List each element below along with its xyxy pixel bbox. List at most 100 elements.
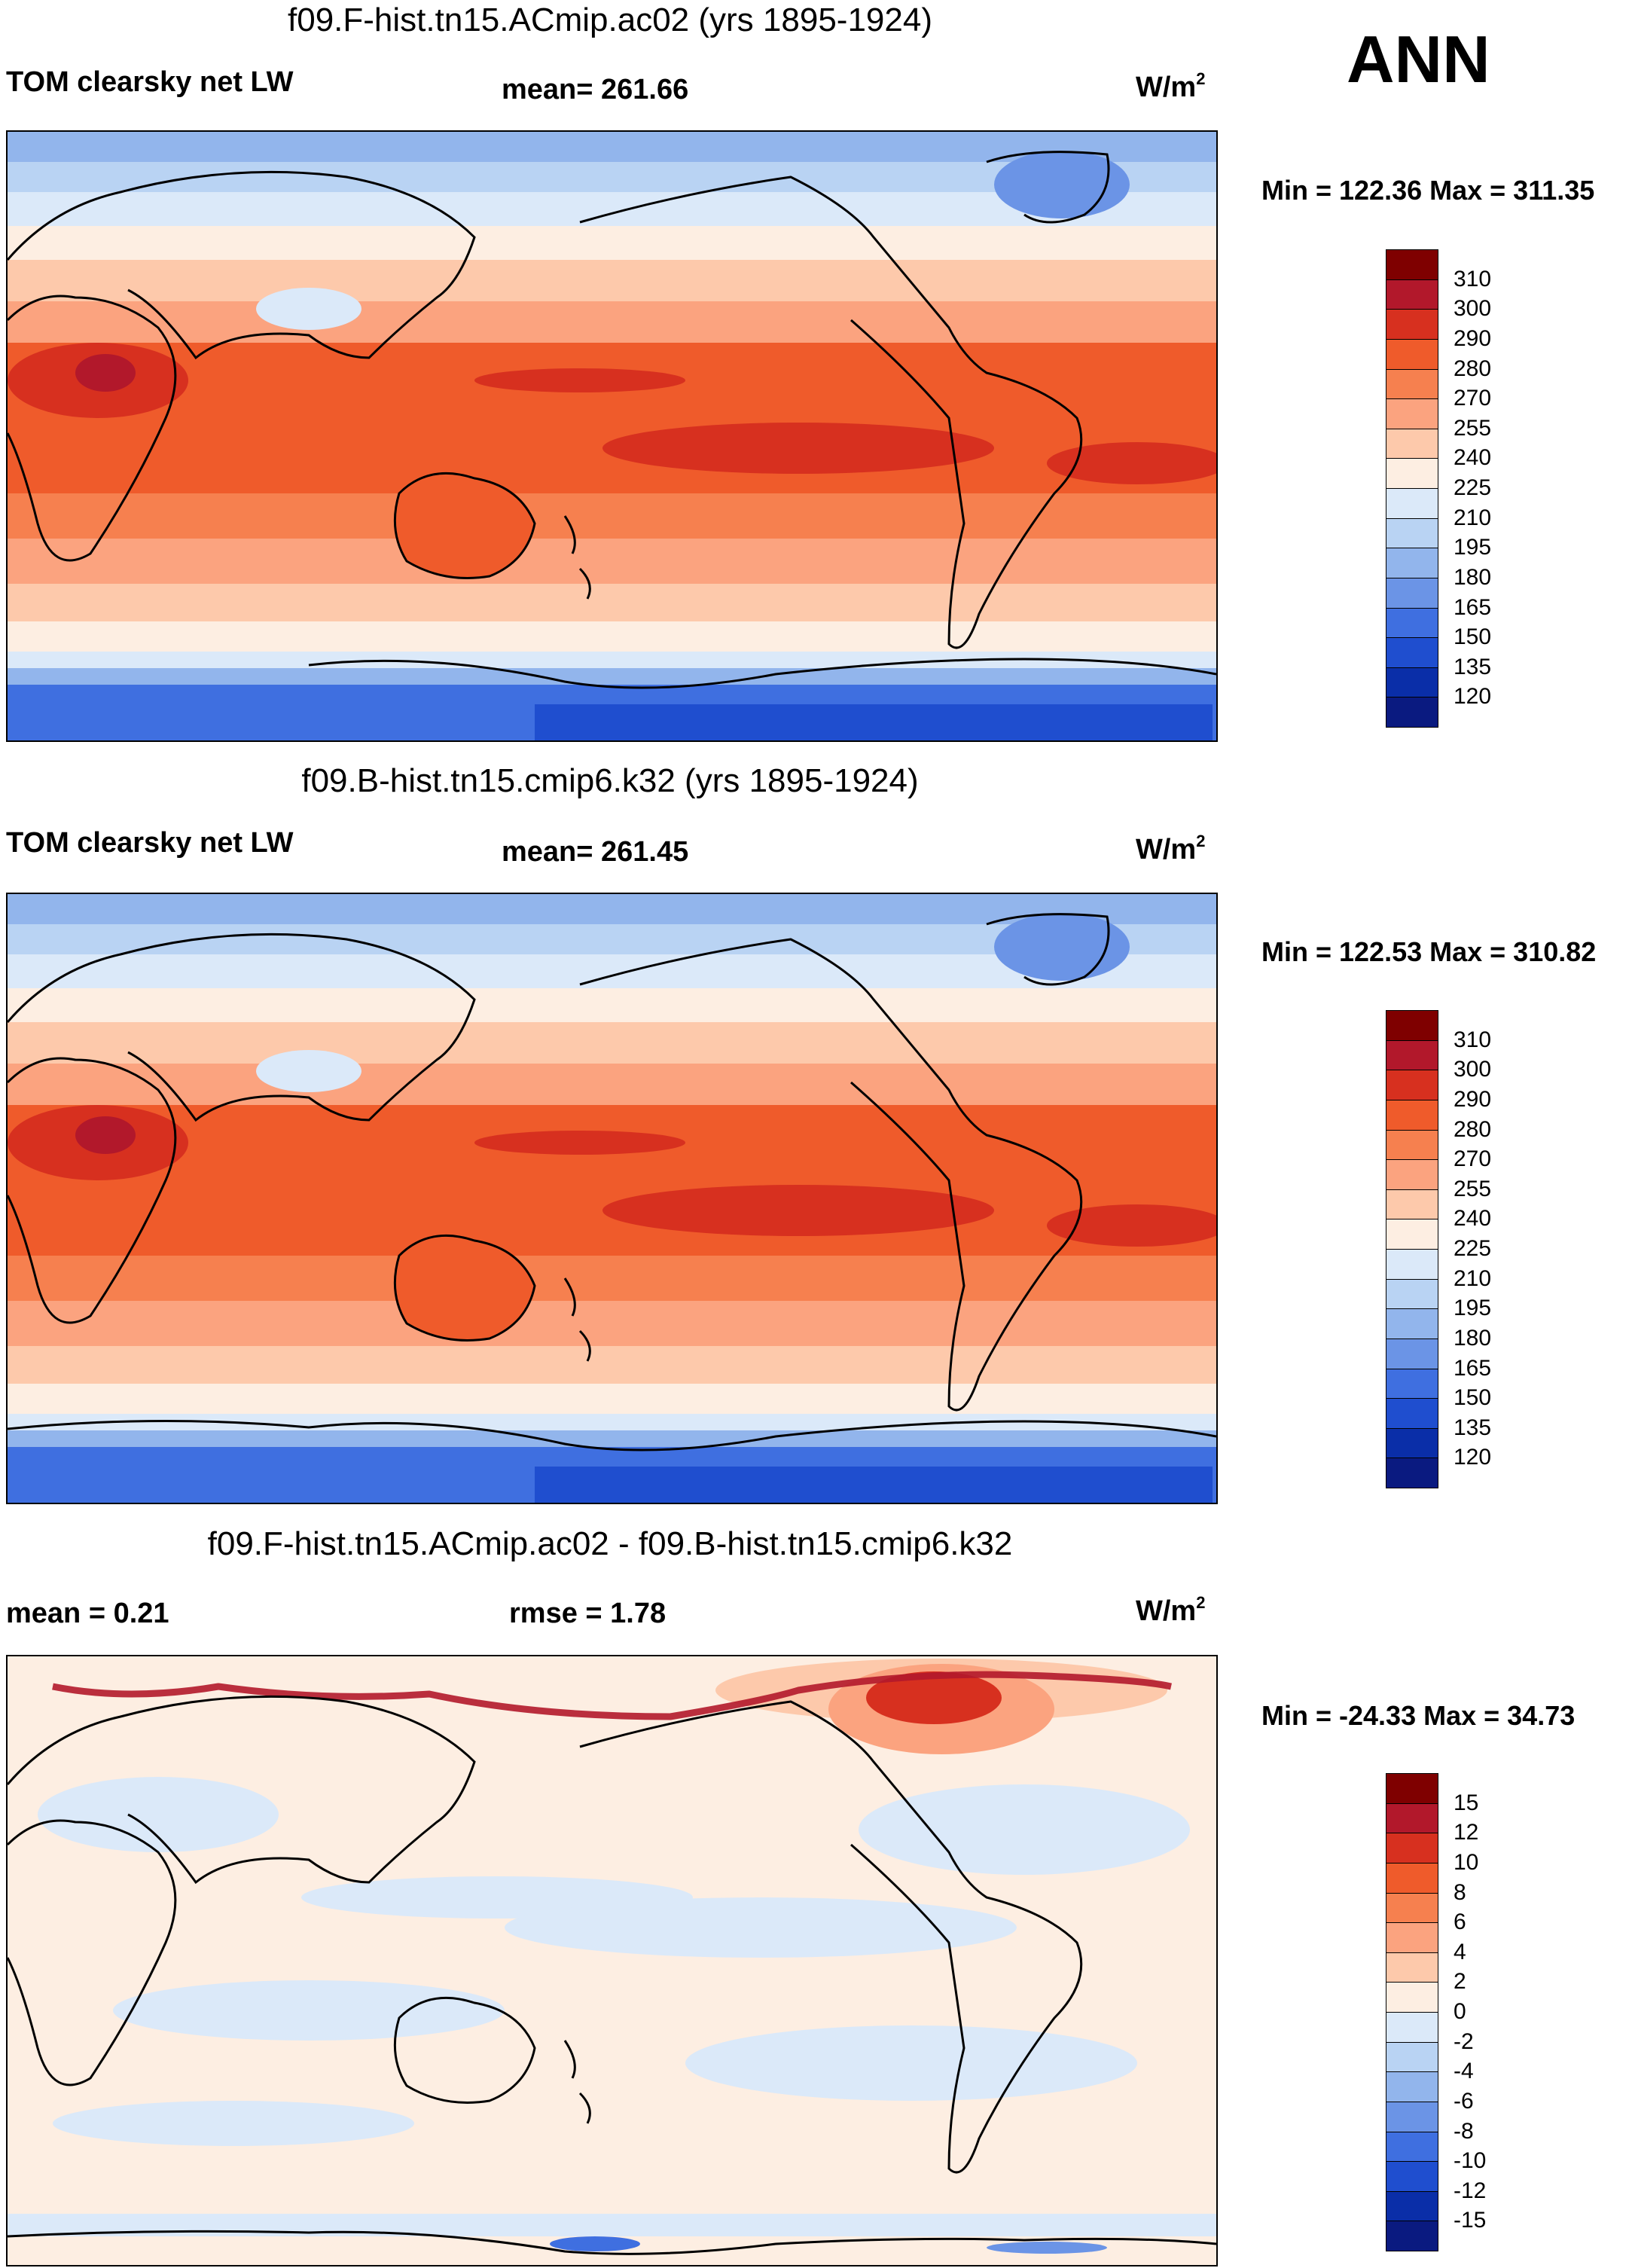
panel2-coastlines xyxy=(8,913,1216,1451)
colorbar-swatch xyxy=(1386,368,1438,400)
panel2-units: W/m2 xyxy=(1136,832,1206,865)
colorbar-label: 120 xyxy=(1454,1445,1492,1470)
colorbar-label: 310 xyxy=(1454,266,1492,292)
colorbar-swatch xyxy=(1386,1099,1438,1131)
colorbar-label: 255 xyxy=(1454,415,1492,441)
colorbar-swatch xyxy=(1386,1338,1438,1369)
colorbar-swatch xyxy=(1386,1308,1438,1339)
colorbar-label: 180 xyxy=(1454,1325,1492,1351)
colorbar-swatch xyxy=(1386,1010,1438,1041)
panel1-mean: mean= 261.66 xyxy=(502,74,689,105)
season-label: ANN xyxy=(1347,22,1490,96)
colorbar-label: 300 xyxy=(1454,1057,1492,1082)
panel1-title: f09.F-hist.tn15.ACmip.ac02 (yrs 1895-192… xyxy=(288,2,932,38)
colorbar-label: 240 xyxy=(1454,445,1492,471)
colorbar-label: 6 xyxy=(1454,1909,1466,1935)
colorbar-swatch xyxy=(1386,1129,1438,1161)
colorbar-swatch xyxy=(1386,577,1438,609)
panel2-map xyxy=(6,893,1218,1504)
colorbar-swatch xyxy=(1386,1773,1438,1804)
colorbar-swatch xyxy=(1386,1952,1438,1983)
colorbar-label: -6 xyxy=(1454,2088,1474,2114)
colorbar-label: 150 xyxy=(1454,1385,1492,1411)
panel2-minmax: Min = 122.53 Max = 310.82 xyxy=(1261,936,1597,967)
colorbar-label: -4 xyxy=(1454,2059,1474,2084)
panel1-field xyxy=(8,132,1216,740)
colorbar-label: 195 xyxy=(1454,1296,1492,1321)
panel1-units: W/m2 xyxy=(1136,69,1206,103)
panel3-field xyxy=(8,1656,1216,2265)
colorbar-label: 150 xyxy=(1454,624,1492,650)
colorbar-swatch xyxy=(1386,1278,1438,1310)
colorbar-label: -8 xyxy=(1454,2118,1474,2144)
colorbar-swatch xyxy=(1386,1039,1438,1071)
colorbar-label: -2 xyxy=(1454,2028,1474,2054)
panel1-coastlines xyxy=(8,151,1216,689)
colorbar-label: 165 xyxy=(1454,594,1492,620)
colorbar-swatch xyxy=(1386,2071,1438,2102)
colorbar-label: 270 xyxy=(1454,1146,1492,1172)
panel1-variable-label: TOM clearsky net LW xyxy=(6,66,294,98)
panel3-minmax: Min = -24.33 Max = 34.73 xyxy=(1261,1700,1576,1731)
colorbar-swatch xyxy=(1386,1249,1438,1280)
colorbar-swatch xyxy=(1386,428,1438,459)
colorbar-label: 2 xyxy=(1454,1969,1466,1995)
colorbar-label: 290 xyxy=(1454,1086,1492,1112)
colorbar-label: 280 xyxy=(1454,356,1492,381)
colorbar-label: -12 xyxy=(1454,2178,1487,2203)
colorbar-label: 135 xyxy=(1454,654,1492,679)
colorbar-label: 255 xyxy=(1454,1176,1492,1201)
colorbar-swatch xyxy=(1386,398,1438,429)
panel1-colorbar: 310 300 290 280 270 255 240 225 210 195 180 165 150 1… xyxy=(1386,249,1491,728)
panel3-mean: mean = 0.21 xyxy=(6,1598,169,1629)
colorbar-label: 15 xyxy=(1454,1790,1479,1815)
panel2-field xyxy=(8,894,1216,1503)
panel3-title: f09.F-hist.tn15.ACmip.ac02 - f09.B-hist.… xyxy=(207,1525,1013,1562)
colorbar-swatch xyxy=(1386,2161,1438,2192)
colorbar-swatch xyxy=(1386,517,1438,549)
colorbar-swatch xyxy=(1386,548,1438,578)
colorbar-label: 4 xyxy=(1454,1939,1466,1964)
colorbar-swatch xyxy=(1386,667,1438,698)
colorbar-label: 120 xyxy=(1454,684,1492,710)
colorbar-label: 180 xyxy=(1454,564,1492,590)
colorbar-label: 280 xyxy=(1454,1116,1492,1142)
colorbar-swatch xyxy=(1386,1368,1438,1400)
colorbar-swatch xyxy=(1386,1189,1438,1220)
colorbar-label: 290 xyxy=(1454,325,1492,351)
colorbar-label: 8 xyxy=(1454,1879,1466,1905)
colorbar-swatch xyxy=(1386,249,1438,280)
colorbar-label: 225 xyxy=(1454,475,1492,500)
colorbar-swatch xyxy=(1386,1802,1438,1834)
panel3-map xyxy=(6,1655,1218,2266)
colorbar-swatch xyxy=(1386,2131,1438,2163)
colorbar-swatch xyxy=(1386,1427,1438,1459)
colorbar-label: 12 xyxy=(1454,1820,1479,1845)
colorbar-label: 135 xyxy=(1454,1415,1492,1440)
panel2-title: f09.B-hist.tn15.cmip6.k32 (yrs 1895-1924… xyxy=(301,762,919,799)
panel3-colorbar: 15 12 10 8 6 4 2 0 -2 -4 -6 -8 -10 -12 -15 xyxy=(1386,1773,1486,2251)
colorbar-label: 240 xyxy=(1454,1206,1492,1232)
colorbar-swatch xyxy=(1386,2041,1438,2073)
colorbar-swatch xyxy=(1386,1219,1438,1250)
panel2-mean: mean= 261.45 xyxy=(502,836,689,868)
colorbar-swatch xyxy=(1386,1922,1438,1953)
colorbar-swatch xyxy=(1386,2190,1438,2222)
panel1-minmax: Min = 122.36 Max = 311.35 xyxy=(1261,175,1595,206)
colorbar-swatch xyxy=(1386,1892,1438,1924)
colorbar-label: 210 xyxy=(1454,1265,1492,1291)
colorbar-label: -15 xyxy=(1454,2208,1487,2233)
colorbar-label: 225 xyxy=(1454,1236,1492,1261)
panel3-coastlines xyxy=(8,1695,1216,2255)
panel1-map xyxy=(6,130,1218,742)
colorbar-swatch xyxy=(1386,1982,1438,2013)
colorbar-swatch xyxy=(1386,697,1438,728)
colorbar-swatch xyxy=(1386,1159,1438,1190)
colorbar-swatch xyxy=(1386,458,1438,489)
colorbar-swatch xyxy=(1386,1070,1438,1100)
colorbar-swatch xyxy=(1386,309,1438,340)
colorbar-swatch xyxy=(1386,1833,1438,1864)
colorbar-label: 195 xyxy=(1454,535,1492,560)
colorbar-label: 310 xyxy=(1454,1027,1492,1052)
panel3-units: W/m2 xyxy=(1136,1593,1206,1627)
